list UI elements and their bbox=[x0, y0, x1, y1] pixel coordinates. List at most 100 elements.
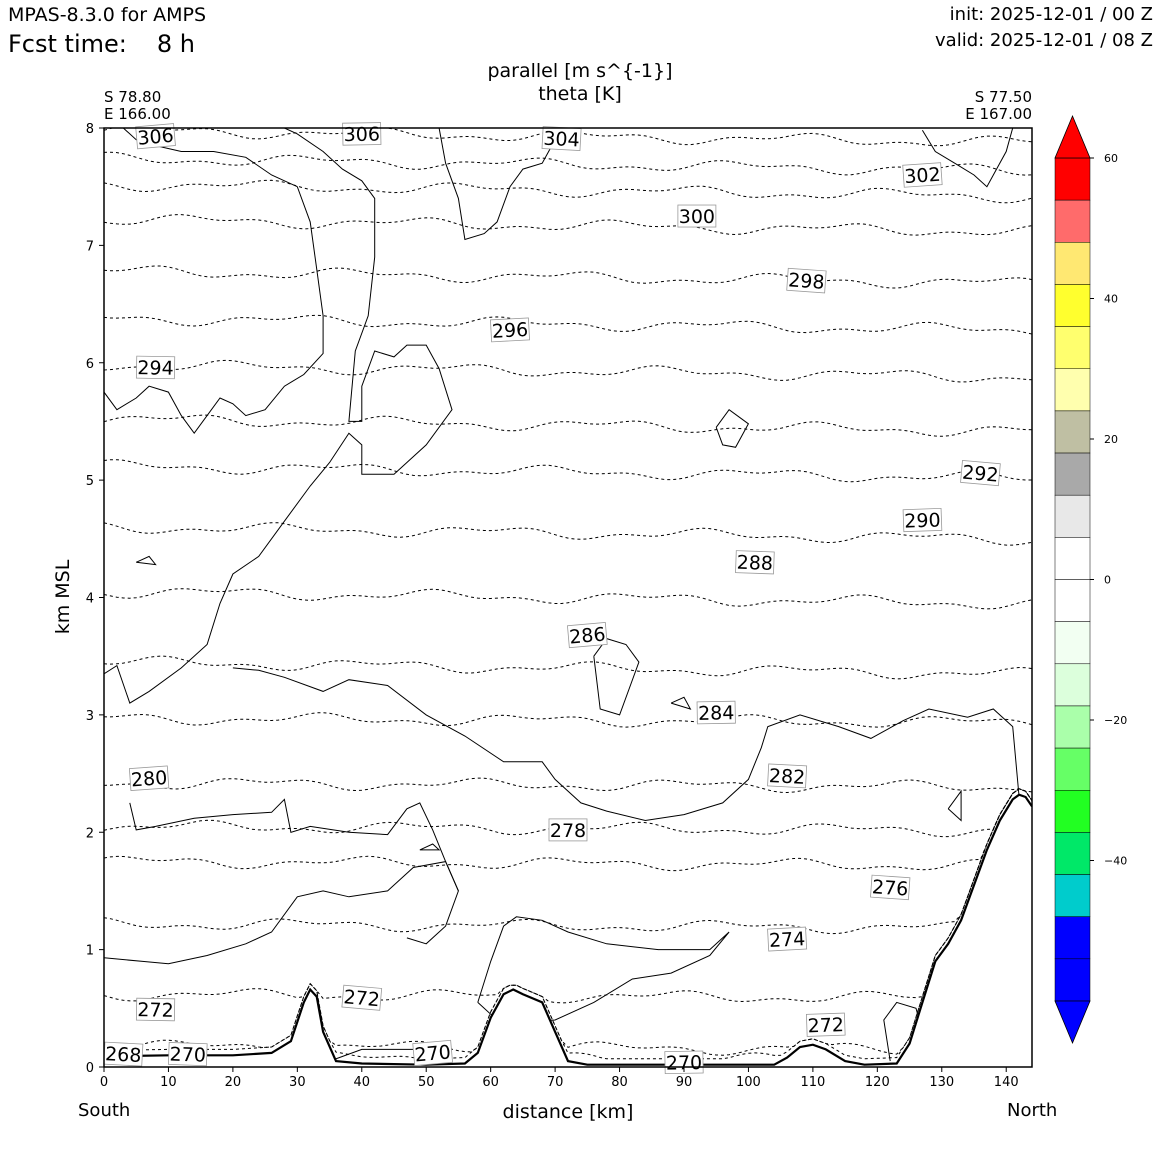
x-tick-label: 120 bbox=[865, 1075, 890, 1090]
y-tick-label: 0 bbox=[86, 1061, 94, 1076]
start-coordinates: S 78.80 E 166.00 bbox=[104, 89, 171, 123]
contour-label: 276 bbox=[870, 874, 911, 901]
terrain-line bbox=[104, 793, 1032, 1066]
contour-label: 304 bbox=[541, 126, 582, 151]
theta-contour-line bbox=[104, 265, 1032, 289]
contour-label-text: 280 bbox=[130, 767, 168, 791]
contour-label-box bbox=[341, 984, 383, 1011]
theta-contour-line bbox=[104, 655, 1032, 680]
contour-label-text: 306 bbox=[343, 124, 380, 147]
colorbar-tick-label: 40 bbox=[1104, 293, 1118, 306]
contour-label-box bbox=[696, 700, 736, 725]
contour-label-box bbox=[960, 460, 1001, 487]
start-longitude: E 166.00 bbox=[104, 105, 171, 123]
wind-zero-contour bbox=[921, 128, 1014, 188]
theta-contour-line bbox=[104, 788, 1032, 1056]
wind-zero-contour bbox=[232, 667, 1020, 822]
theta-contour-line bbox=[104, 788, 1032, 935]
contour-label-box bbox=[767, 763, 808, 789]
contour-label: 274 bbox=[767, 926, 808, 952]
y-tick-label: 4 bbox=[86, 592, 94, 607]
y-tick-label: 5 bbox=[86, 474, 94, 489]
contour-label-box bbox=[735, 550, 775, 575]
x-tick-label: 20 bbox=[225, 1075, 242, 1090]
wind-zero-contour bbox=[135, 555, 157, 566]
colorbar-bin bbox=[1054, 157, 1091, 201]
theta-contour-line bbox=[104, 459, 1032, 483]
contour-label-text: 270 bbox=[414, 1041, 452, 1066]
contour-label: 272 bbox=[341, 984, 383, 1011]
contour-label: 284 bbox=[696, 700, 736, 725]
y-axis-label: km MSL bbox=[52, 559, 74, 634]
colorbar-bin bbox=[1054, 747, 1091, 791]
wind-zero-contour bbox=[104, 128, 453, 704]
valid-time: valid: 2025-12-01 / 08 Z bbox=[935, 30, 1153, 51]
contour-label: 306 bbox=[342, 122, 382, 147]
theta-contour-line bbox=[104, 314, 1032, 335]
colorbar-bin bbox=[1054, 958, 1091, 1002]
theta-contour-line bbox=[104, 359, 1032, 383]
contour-label-text: 284 bbox=[698, 702, 735, 725]
chart-title-contour: theta [K] bbox=[538, 83, 622, 105]
colorbar-bin bbox=[1054, 368, 1091, 412]
colorbar-bin bbox=[1054, 663, 1091, 707]
contour-label: 268 bbox=[103, 1041, 144, 1067]
wind-zero-contour bbox=[104, 861, 459, 965]
colorbar-bin bbox=[1054, 916, 1091, 960]
theta-contours bbox=[104, 128, 1032, 1060]
contour-label-text: 272 bbox=[343, 986, 381, 1011]
wind-zero-contour bbox=[129, 798, 459, 892]
colorbar-bin bbox=[1054, 242, 1091, 285]
wind-zero-contour bbox=[419, 843, 441, 851]
theta-contour-line bbox=[104, 788, 1032, 1004]
contour-label-box bbox=[167, 1042, 208, 1067]
contour-label-box bbox=[135, 355, 176, 380]
contour-label: 278 bbox=[548, 818, 588, 842]
x-tick-label: 10 bbox=[160, 1075, 177, 1090]
contour-label-text: 272 bbox=[807, 1014, 844, 1037]
theta-contour-line bbox=[104, 414, 1032, 437]
contour-label-box bbox=[902, 507, 943, 533]
colorbar-tick-label: 60 bbox=[1104, 152, 1118, 165]
colorbar-bin bbox=[1054, 452, 1091, 496]
parallel-wind-zero-contours bbox=[104, 128, 1020, 1062]
init-time: init: 2025-12-01 / 00 Z bbox=[949, 4, 1153, 25]
x-tick-label: 70 bbox=[547, 1075, 564, 1090]
forecast-time-value: 8 h bbox=[156, 30, 195, 58]
colorbar-tick-label: 0 bbox=[1104, 574, 1111, 587]
x-tick-label: 90 bbox=[676, 1075, 693, 1090]
theta-contour-line bbox=[104, 588, 1032, 610]
wind-zero-contour bbox=[104, 128, 324, 435]
colorbar-extend-max bbox=[1054, 114, 1091, 159]
contour-label-box bbox=[805, 1012, 846, 1037]
theta-contour-line bbox=[104, 179, 1032, 204]
contour-label-text: 300 bbox=[679, 206, 715, 228]
contour-label: 272 bbox=[135, 997, 176, 1022]
contour-label: 294 bbox=[135, 355, 176, 380]
colorbar-bin bbox=[1054, 326, 1091, 370]
contour-label-box bbox=[490, 317, 530, 343]
contour-label-text: 270 bbox=[666, 1052, 703, 1075]
wind-zero-contour bbox=[715, 409, 750, 448]
contour-label-text: 292 bbox=[961, 462, 999, 487]
contour-label-box bbox=[664, 1050, 704, 1075]
contour-label-text: 270 bbox=[169, 1043, 206, 1066]
contour-label-box bbox=[567, 622, 608, 649]
x-axis-label: distance [km] bbox=[503, 1101, 634, 1123]
y-axis: 0 1 2 3 4 5 6 7 8 bbox=[86, 122, 104, 1076]
contour-label-text: 286 bbox=[568, 624, 606, 649]
y-tick-label: 3 bbox=[86, 709, 94, 724]
contour-label: 300 bbox=[677, 204, 717, 228]
contour-label-box bbox=[135, 123, 176, 150]
contour-label: 290 bbox=[902, 507, 943, 533]
plot-area bbox=[104, 128, 1032, 1067]
contour-label-text: 294 bbox=[137, 357, 174, 380]
theta-contour-line bbox=[104, 788, 1032, 1060]
contour-label-text: 298 bbox=[788, 269, 826, 293]
x-tick-label: 40 bbox=[354, 1075, 371, 1090]
contour-label: 292 bbox=[960, 460, 1001, 487]
theta-contour-line bbox=[104, 788, 1032, 872]
terrain-profile bbox=[104, 793, 1032, 1067]
colorbar: 60 40 20 0 −20 −40 bbox=[1054, 114, 1127, 1045]
